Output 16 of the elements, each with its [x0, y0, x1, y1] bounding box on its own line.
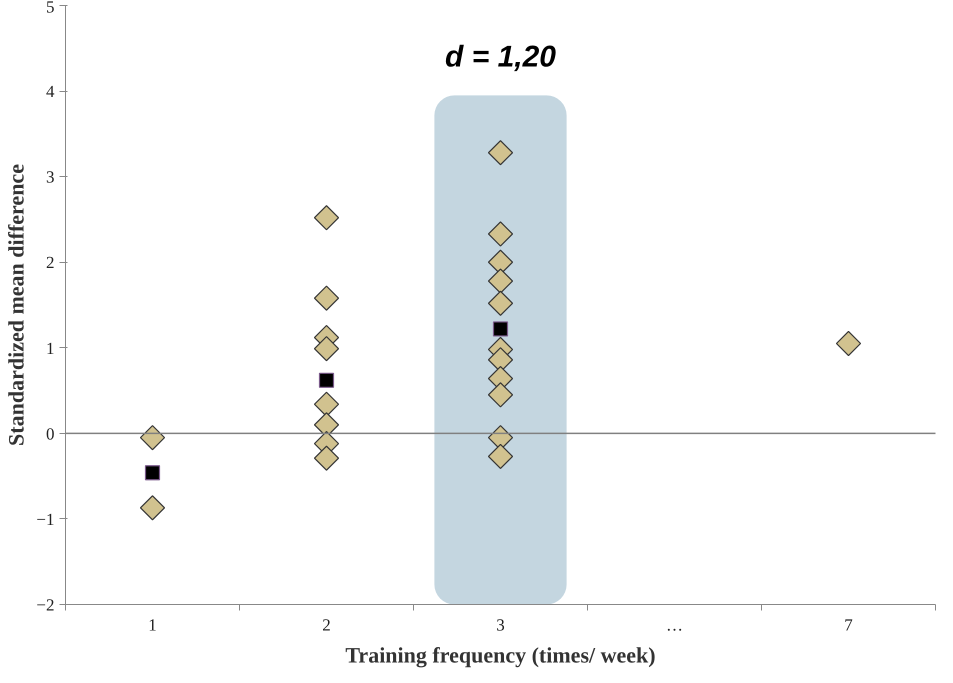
y-tick-label: −1 [36, 510, 55, 529]
y-tick-label: 5 [46, 0, 54, 16]
x-tick-label: 1 [148, 616, 157, 634]
y-tick-label: 0 [46, 424, 54, 444]
x-tick-label: … [666, 616, 683, 634]
y-tick-label: 3 [46, 168, 54, 187]
y-tick-label: −2 [36, 596, 55, 614]
x-tick-label: 2 [322, 616, 331, 634]
annotation: d = 1,20 [445, 40, 556, 74]
y-tick-label: 2 [46, 253, 54, 272]
y-tick-label: 4 [46, 82, 55, 102]
y-axis-title: Standardized mean difference [3, 164, 28, 446]
x-tick-label: 3 [496, 616, 505, 634]
y-tick-label: 1 [46, 338, 54, 358]
x-axis-title: Training frequency (times/ week) [345, 642, 656, 668]
x-tick-label: 7 [844, 616, 854, 634]
